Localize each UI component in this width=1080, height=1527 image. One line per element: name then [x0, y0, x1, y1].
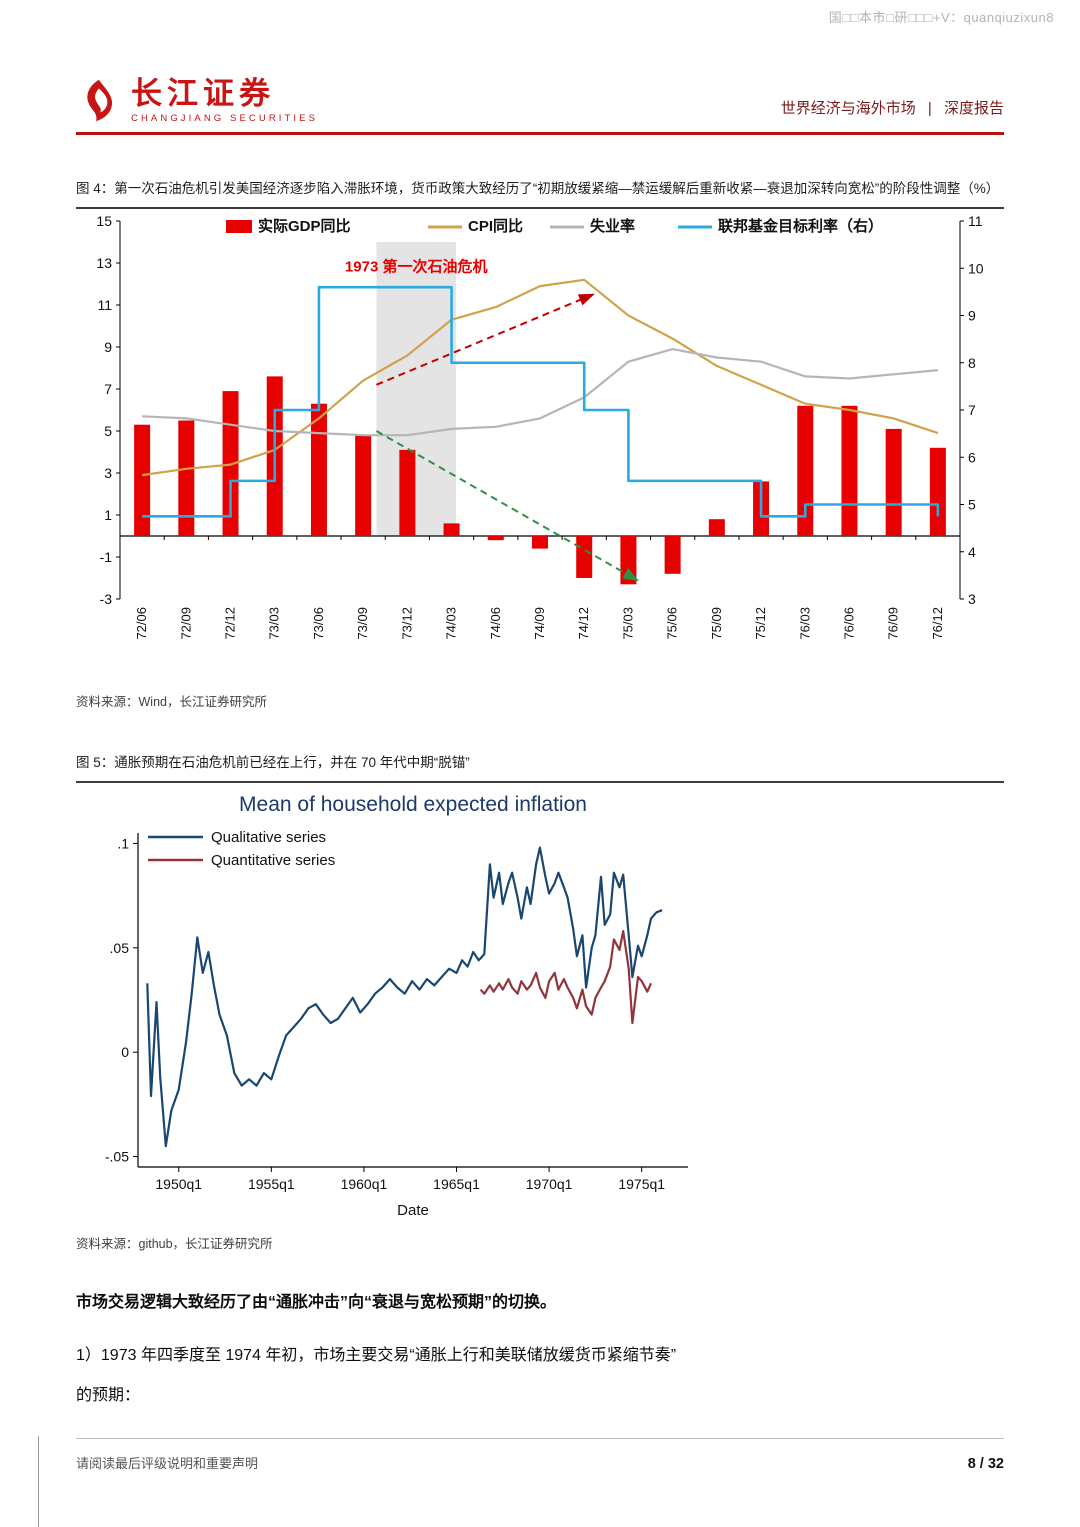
svg-text:75/03: 75/03 — [620, 607, 635, 640]
logo-flame-icon — [87, 79, 113, 122]
header-divider: | — [927, 100, 932, 117]
svg-text:76/06: 76/06 — [841, 607, 856, 640]
svg-text:0: 0 — [121, 1044, 129, 1060]
svg-text:Mean of household expected inf: Mean of household expected inflation — [239, 793, 587, 816]
svg-text:10: 10 — [968, 261, 984, 277]
svg-text:实际GDP同比: 实际GDP同比 — [258, 217, 351, 235]
figure5-source: 资料来源：github，长江证券研究所 — [76, 1237, 273, 1252]
svg-text:74/03: 74/03 — [444, 607, 459, 640]
svg-text:73/06: 73/06 — [311, 607, 326, 640]
svg-text:1955q1: 1955q1 — [248, 1176, 295, 1192]
svg-text:Qualitative series: Qualitative series — [211, 829, 326, 846]
svg-text:3: 3 — [104, 465, 112, 481]
left-crop-mark — [38, 1436, 39, 1527]
svg-text:76/12: 76/12 — [930, 607, 945, 640]
svg-text:.05: .05 — [110, 940, 130, 956]
logo-text: 长江证券 CHANGJIANG SECURITIES — [131, 78, 318, 124]
svg-text:失业率: 失业率 — [590, 217, 635, 235]
body-paragraph-2: 1）1973 年四季度至 1974 年初，市场主要交易“通胀上行和美联储放缓货币… — [76, 1347, 677, 1364]
svg-text:8: 8 — [968, 355, 976, 371]
svg-text:Quantitative series: Quantitative series — [211, 852, 335, 869]
svg-text:75/06: 75/06 — [665, 607, 680, 640]
logo-cn-text: 长江证券 — [131, 76, 275, 111]
body-paragraph-1: 市场交易逻辑大致经历了由“通胀冲击”向“衰退与宽松预期”的切换。 — [76, 1294, 557, 1311]
svg-text:7: 7 — [968, 402, 976, 418]
svg-text:74/09: 74/09 — [532, 607, 547, 640]
svg-text:.1: .1 — [117, 836, 129, 852]
figure4-caption: 图 4：第一次石油危机引发美国经济逐步陷入滞胀环境，货币政策大致经历了“初期放缓… — [76, 178, 1004, 210]
page-footer: 请阅读最后评级说明和重要声明 8 / 32 — [76, 1438, 1004, 1472]
svg-text:11: 11 — [968, 213, 983, 229]
svg-text:CPI同比: CPI同比 — [468, 217, 523, 235]
figure4-source: 资料来源：Wind，长江证券研究所 — [76, 695, 267, 710]
svg-text:6: 6 — [968, 450, 976, 466]
svg-text:1950q1: 1950q1 — [155, 1176, 202, 1192]
logo-en-text: CHANGJIANG SECURITIES — [131, 113, 319, 124]
changjiang-logo: 长江证券 CHANGJIANG SECURITIES — [76, 78, 318, 124]
svg-text:1965q1: 1965q1 — [433, 1176, 480, 1192]
svg-text:9: 9 — [104, 339, 112, 355]
svg-text:73/09: 73/09 — [355, 607, 370, 640]
svg-text:72/12: 72/12 — [223, 607, 238, 640]
watermark-text: 国□□本市□研□□□+V：quanqiuzixun8 — [828, 10, 1054, 25]
svg-text:1973 第一次石油危机: 1973 第一次石油危机 — [345, 258, 488, 276]
svg-text:73/03: 73/03 — [267, 607, 282, 640]
svg-text:联邦基金目标利率（右）: 联邦基金目标利率（右） — [718, 217, 883, 235]
svg-text:1: 1 — [104, 507, 112, 523]
svg-text:72/09: 72/09 — [178, 607, 193, 640]
svg-text:75/09: 75/09 — [709, 607, 724, 640]
svg-text:1960q1: 1960q1 — [341, 1176, 388, 1192]
body-text-block: 市场交易逻辑大致经历了由“通胀冲击”向“衰退与宽松预期”的切换。 1）1973 … — [76, 1288, 1004, 1422]
svg-text:1970q1: 1970q1 — [526, 1176, 573, 1192]
svg-text:7: 7 — [104, 381, 112, 397]
figure5-caption: 图 5：通胀预期在石油危机前已经在上行，并在 70 年代中期“脱锚” — [76, 752, 1004, 784]
svg-text:74/06: 74/06 — [488, 607, 503, 640]
svg-text:76/09: 76/09 — [886, 607, 901, 640]
header-rule — [76, 132, 1004, 135]
svg-text:15: 15 — [96, 213, 112, 229]
svg-text:72/06: 72/06 — [134, 607, 149, 640]
svg-text:11: 11 — [97, 297, 112, 313]
svg-text:3: 3 — [968, 591, 976, 607]
svg-text:-1: -1 — [100, 549, 113, 565]
svg-text:75/12: 75/12 — [753, 607, 768, 640]
svg-text:Date: Date — [397, 1202, 429, 1219]
report-type-label: 深度报告 — [943, 100, 1004, 117]
figure5-chart: Mean of household expected inflation -.05… — [105, 793, 688, 1219]
svg-text:5: 5 — [104, 423, 112, 439]
figure-4: 图 4：第一次石油危机引发美国经济逐步陷入滞胀环境，货币政策大致经历了“初期放缓… — [76, 178, 1004, 710]
svg-text:-.05: -.05 — [105, 1149, 129, 1165]
page-number: 8 / 32 — [967, 1456, 1004, 1472]
svg-text:13: 13 — [96, 255, 112, 271]
svg-text:5: 5 — [968, 497, 976, 513]
figure-5: 图 5：通胀预期在石油危机前已经在上行，并在 70 年代中期“脱锚” Mean … — [76, 752, 1004, 1252]
svg-text:-3: -3 — [100, 591, 113, 607]
svg-text:76/03: 76/03 — [797, 607, 812, 640]
svg-text:9: 9 — [968, 308, 976, 324]
svg-text:74/12: 74/12 — [576, 607, 591, 640]
svg-text:4: 4 — [968, 544, 976, 560]
body-paragraph-2-continued: 的预期： — [76, 1387, 141, 1404]
svg-text:1975q1: 1975q1 — [618, 1176, 665, 1192]
report-category: 世界经济与海外市场 | 深度报告 — [781, 97, 1004, 124]
section-label: 世界经济与海外市场 — [780, 100, 916, 117]
figure4-chart: 15 13 11 9 7 5 3 1 -1 -3 11 10 9 8 7 6 5 4 3 72/06 72/09 72/1… — [96, 213, 984, 640]
page-header: 长江证券 CHANGJIANG SECURITIES 世界经济与海外市场 | 深… — [76, 60, 1004, 124]
svg-text:73/12: 73/12 — [399, 607, 414, 640]
footer-disclaimer: 请阅读最后评级说明和重要声明 — [76, 1456, 259, 1471]
